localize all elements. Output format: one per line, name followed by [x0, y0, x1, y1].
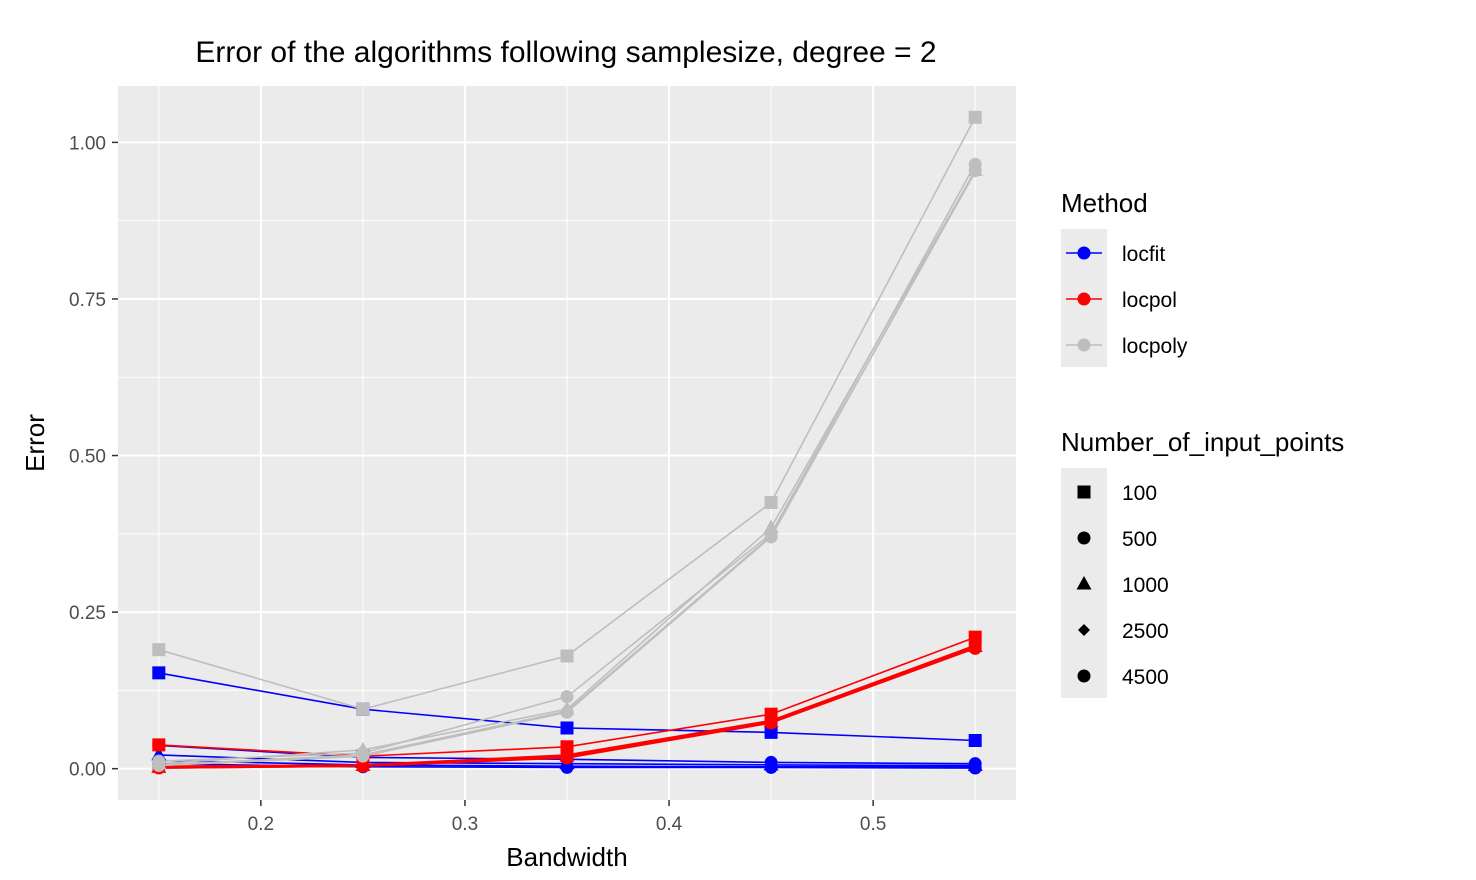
- data-point-locpol-4500: [356, 759, 370, 773]
- data-point-locpoly-100: [764, 496, 778, 509]
- data-point-locfit-100: [152, 666, 166, 680]
- data-point-locpol-100: [152, 738, 166, 752]
- data-point-locpoly-4500: [968, 164, 982, 178]
- x-axis-title: Bandwidth: [506, 842, 627, 872]
- x-tick-label: 0.4: [656, 814, 683, 835]
- data-point-locfit-4500: [560, 760, 574, 774]
- legend-points-label: 100: [1122, 482, 1157, 505]
- data-point-locfit-4500: [764, 760, 778, 774]
- data-point-locpoly-4500: [356, 749, 370, 763]
- legend-method-label: locfit: [1122, 243, 1165, 266]
- data-point-locpoly-1000: [763, 519, 779, 534]
- data-point-locpoly-100: [356, 702, 370, 716]
- legend-points: Number_of_input_points 100 500 1000 2500 4500: [1061, 427, 1344, 698]
- data-point-locpol-4500: [560, 751, 574, 765]
- legend-key-point: [1077, 338, 1091, 352]
- y-tick-label: 0.25: [69, 603, 106, 624]
- legend-key-shape: [1077, 531, 1091, 545]
- legend-points-label: 1000: [1122, 574, 1169, 597]
- data-point-locpoly-4500: [152, 759, 166, 773]
- legend-method: Method locfit locpol locpoly: [1061, 188, 1188, 367]
- legend-method-label: locpoly: [1122, 335, 1188, 358]
- data-point-locfit-100: [968, 734, 982, 747]
- legend-key-shape: [1077, 485, 1091, 499]
- x-tick-label: 0.2: [248, 814, 274, 835]
- data-point-locpoly-500: [560, 690, 574, 704]
- data-point-locpol-4500: [764, 716, 778, 730]
- data-point-locpoly-100: [968, 110, 982, 124]
- y-tick-label: 1.00: [69, 133, 106, 154]
- y-tick-label: 0.00: [69, 760, 106, 781]
- data-point-locpoly-4500: [764, 530, 778, 544]
- y-tick-label: 0.75: [69, 290, 106, 311]
- legend-points-label: 2500: [1122, 620, 1169, 643]
- legend-key-shape: [1077, 669, 1091, 683]
- legend-points-title: Number_of_input_points: [1061, 427, 1344, 457]
- x-tick-label: 0.3: [452, 814, 478, 835]
- legend-key-shape: [1076, 576, 1092, 590]
- legend-key-point: [1077, 246, 1091, 260]
- legend-key-shape: [1078, 624, 1090, 636]
- legend-method-label: locpol: [1122, 289, 1177, 312]
- data-point-locpoly-100: [152, 643, 166, 657]
- data-point-locfit-100: [560, 721, 574, 735]
- y-tick-label: 0.50: [69, 447, 106, 468]
- chart-title: Error of the algorithms following sample…: [195, 36, 936, 69]
- data-point-locpoly-4500: [560, 705, 574, 719]
- x-tick-label: 0.5: [860, 814, 886, 835]
- data-point-locfit-4500: [968, 761, 982, 775]
- legend-points-label: 500: [1122, 528, 1157, 551]
- data-point-locpol-4500: [968, 641, 982, 655]
- legend-key-point: [1077, 292, 1091, 306]
- y-axis: 0.00 0.25 0.50 0.75 1.00: [69, 133, 118, 781]
- series-points: [151, 110, 983, 775]
- x-axis: 0.2 0.3 0.4 0.5: [248, 800, 886, 835]
- data-point-locfit-100: [764, 725, 778, 739]
- y-axis-title: Error: [20, 414, 50, 472]
- data-point-locpoly-100: [560, 649, 574, 663]
- legend-method-title: Method: [1061, 188, 1148, 218]
- legend-points-label: 4500: [1122, 666, 1169, 689]
